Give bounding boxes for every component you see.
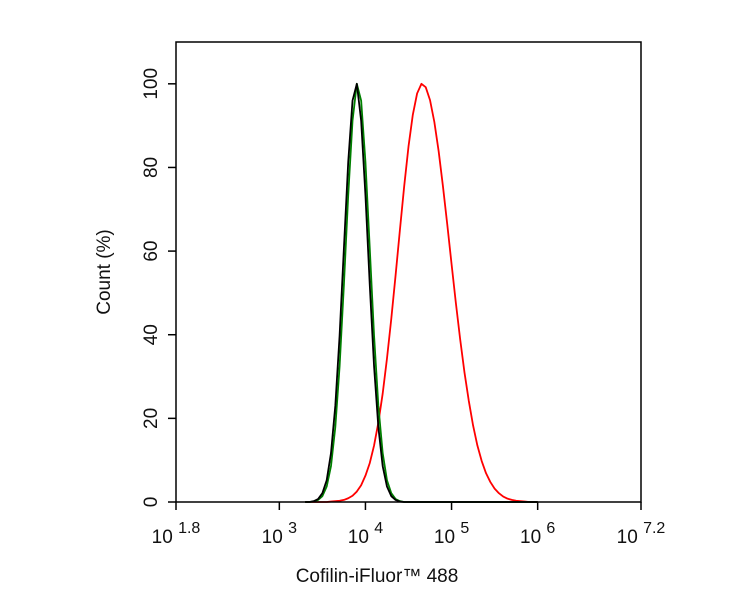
y-tick-label: 80 <box>141 157 162 178</box>
y-axis-label: Count (%) <box>94 229 115 315</box>
x-tick-label: 10 3 <box>262 520 297 548</box>
x-tick-label: 10 5 <box>434 520 469 548</box>
y-tick-label: 20 <box>141 408 162 429</box>
x-tick-label: 10 7.2 <box>617 520 666 548</box>
y-tick-label: 0 <box>141 497 162 508</box>
x-tick-label: 10 4 <box>348 520 383 548</box>
x-tick-label: 10 6 <box>520 520 555 548</box>
x-axis-label: Cofilin-iFluor™ 488 <box>296 566 459 587</box>
histogram-line <box>305 82 538 503</box>
histogram-line <box>305 82 538 503</box>
plot-frame <box>175 41 642 503</box>
y-tick-label: 40 <box>141 324 162 345</box>
y-tick-label: 100 <box>141 68 162 100</box>
x-tick-label: 10 1.8 <box>152 520 201 548</box>
y-tick-label: 60 <box>141 241 162 262</box>
histogram-line <box>305 82 538 503</box>
